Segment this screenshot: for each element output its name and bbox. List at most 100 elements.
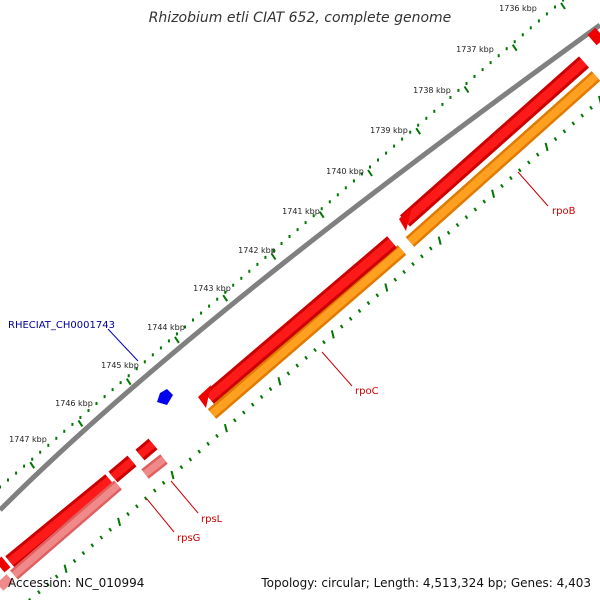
inner-tick — [143, 496, 148, 501]
tick-dot — [175, 332, 178, 336]
inner-tick — [437, 236, 442, 245]
inner-tick — [491, 189, 496, 199]
major-tick — [367, 169, 373, 177]
tick-dot — [449, 95, 452, 99]
major-tick — [174, 336, 180, 344]
cds-rpsG[interactable] — [108, 455, 137, 483]
inner-tick — [446, 230, 451, 235]
tick-label-1743: 1743 kbp — [193, 284, 231, 293]
inner-tick — [544, 142, 549, 152]
major-tick — [125, 378, 132, 386]
inner-tick — [28, 597, 32, 600]
cds-rpsL[interactable] — [135, 438, 158, 461]
tick-label-1740: 1740 kbp — [326, 167, 364, 176]
inner-tick — [54, 574, 59, 579]
tick-dot — [256, 262, 259, 266]
tick-dot — [304, 221, 307, 225]
inner-tick — [108, 527, 113, 532]
inner-tick — [241, 410, 246, 415]
tick-dot — [529, 26, 532, 30]
gene-label-rpoC[interactable]: rpoC — [355, 386, 379, 397]
tick-dot — [344, 186, 347, 190]
inner-tick — [250, 402, 255, 407]
map-title: Rhizobium etli CIAT 652, complete genome — [149, 10, 452, 26]
tick-dot — [465, 82, 468, 85]
tick-dot — [232, 283, 235, 287]
rna-track-rpoB-highlight — [407, 73, 599, 245]
inner-tick — [63, 564, 68, 574]
inner-tick — [482, 199, 487, 204]
tick-dot — [457, 88, 460, 92]
inner-tick — [366, 301, 371, 306]
gene-label-rpsG[interactable]: rpsG — [177, 533, 200, 544]
tick-dot — [288, 235, 291, 238]
inner-tick — [348, 316, 353, 321]
inner-tick — [428, 246, 433, 251]
tick-dots — [0, 0, 566, 489]
tick-dot — [192, 318, 194, 322]
inner-tick — [277, 377, 282, 386]
inner-tick — [223, 423, 228, 433]
tick-dot — [521, 33, 524, 37]
inner-tick — [286, 371, 291, 376]
inner-tick — [553, 137, 558, 142]
major-tick — [318, 211, 325, 219]
tick-dot — [489, 61, 492, 65]
tick-dot — [63, 429, 66, 433]
major-tick — [77, 419, 84, 427]
rpsL-leader-line — [170, 480, 199, 514]
tick-label-1737: 1737 kbp — [456, 45, 494, 54]
tick-label-1738: 1738 kbp — [413, 86, 451, 95]
tick-dot — [119, 381, 122, 385]
tick-dot — [352, 179, 355, 183]
feature-label[interactable]: RHECIAT_CH0001743 — [8, 320, 115, 331]
inner-tick — [330, 330, 335, 339]
tick-dot — [425, 116, 428, 120]
gene-label-rpoB[interactable]: rpoB — [552, 206, 576, 217]
cds-edge[interactable] — [0, 556, 11, 573]
tick-label-1741: 1741 kbp — [282, 207, 320, 216]
feature-marker[interactable] — [157, 389, 173, 405]
inner-tick — [90, 543, 95, 548]
tick-dot — [159, 346, 162, 350]
tick-dot — [127, 374, 130, 378]
tick-dot — [473, 75, 476, 78]
tick-dot — [369, 165, 371, 169]
inner-tick — [313, 347, 317, 353]
topology-label: Topology: circular; Length: 4,513,324 bp… — [260, 576, 591, 590]
tick-dot — [377, 158, 379, 162]
inner-tick — [215, 433, 219, 438]
inner-tick — [72, 558, 77, 563]
inner-tick — [45, 582, 50, 587]
inner-tick — [473, 207, 478, 212]
inner-tick — [464, 215, 469, 220]
tick-label-1747: 1747 kbp — [9, 435, 47, 444]
tick-label-1739: 1739 kbp — [370, 126, 408, 135]
tick-dot — [200, 311, 203, 315]
cds-top-right[interactable] — [587, 27, 600, 46]
cds-left[interactable] — [5, 474, 115, 568]
tick-dot — [224, 290, 227, 294]
tick-dot — [320, 207, 323, 211]
inner-tick — [268, 387, 273, 392]
inner-tick — [126, 512, 130, 517]
pink-track-edge — [0, 574, 14, 591]
cds-rpoC[interactable] — [198, 236, 397, 408]
tick-dot — [545, 12, 548, 16]
tick-dot — [15, 471, 18, 475]
genome-backbone — [0, 22, 600, 512]
major-tick — [222, 294, 229, 302]
inner-tick — [393, 277, 398, 282]
tick-dot — [336, 193, 339, 197]
tick-dot — [481, 68, 484, 72]
tick-dot — [103, 395, 106, 399]
gene-label-rpsL[interactable]: rpsL — [201, 514, 223, 525]
cds-rpoB[interactable] — [399, 56, 589, 231]
inner-tick — [589, 105, 593, 110]
inner-tick — [259, 394, 264, 399]
tick-dot — [248, 269, 251, 273]
inner-tick — [580, 113, 585, 118]
tick-dot — [135, 367, 138, 371]
tick-dot — [143, 360, 146, 364]
